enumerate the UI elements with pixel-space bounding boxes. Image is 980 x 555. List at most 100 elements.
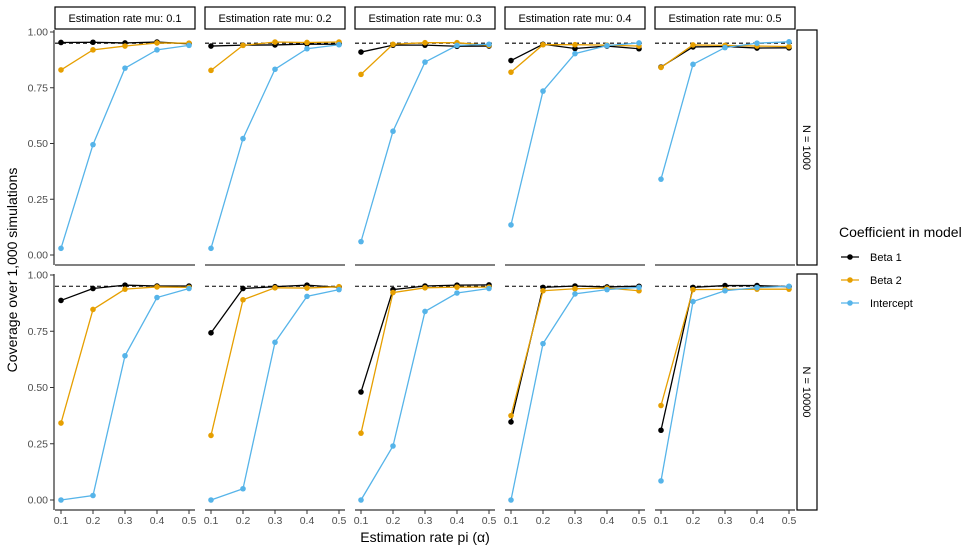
y-tick-label: 0.75 <box>28 82 49 94</box>
data-point-beta-2 <box>658 64 664 71</box>
data-point-intercept <box>336 286 342 293</box>
facet-strip-col-1 <box>54 6 196 30</box>
y-tick-label: 0.25 <box>28 438 49 450</box>
series-line-intercept <box>360 287 490 501</box>
x-tick-label: 0.4 <box>750 515 765 527</box>
data-point-intercept <box>572 291 578 297</box>
facet-strip-label: N = 10000 <box>800 366 812 417</box>
facet-strip-row-2 <box>796 273 818 511</box>
data-point-intercept <box>722 287 728 294</box>
legend-entry-label: Intercept <box>870 298 913 310</box>
data-point-intercept <box>486 285 492 292</box>
data-point-beta-2 <box>658 402 664 409</box>
data-point-intercept <box>122 352 128 359</box>
series-line-intercept <box>60 44 190 249</box>
data-point-intercept <box>272 66 278 73</box>
y-tick-label: 0.50 <box>28 382 49 394</box>
data-point-intercept <box>540 340 546 347</box>
data-point-beta-1 <box>722 282 728 289</box>
facet-strip-label: Estimation rate mu: 0.2 <box>218 13 331 25</box>
series-line-intercept <box>210 288 340 501</box>
data-point-intercept <box>722 44 728 51</box>
x-tick-label: 0.2 <box>386 515 401 527</box>
series-line-intercept <box>660 41 790 180</box>
data-point-beta-2 <box>358 430 364 436</box>
data-point-intercept <box>508 222 514 228</box>
legend-entry-label: Beta 2 <box>870 275 902 287</box>
y-tick-label: 0.00 <box>28 495 49 507</box>
data-point-beta-2 <box>58 67 64 73</box>
data-point-beta-2 <box>304 39 310 46</box>
data-point-beta-1 <box>658 427 664 434</box>
data-point-beta-2 <box>786 43 792 50</box>
facet-strip-label: Estimation rate mu: 0.3 <box>368 13 481 25</box>
data-point-beta-2 <box>390 41 396 48</box>
data-point-intercept <box>240 135 246 142</box>
series-line-beta-1 <box>660 284 790 431</box>
series-line-intercept <box>510 286 640 501</box>
series-line-intercept <box>660 285 790 481</box>
data-point-beta-2 <box>422 39 428 46</box>
data-point-beta-1 <box>508 57 514 64</box>
facet-strip-label: N = 1000 <box>800 125 812 170</box>
x-tick-label: 0.1 <box>504 515 519 527</box>
data-point-beta-2 <box>154 40 160 46</box>
x-tick-label: 0.3 <box>418 515 433 527</box>
series-line-intercept <box>510 42 640 226</box>
x-tick-label: 0.4 <box>600 515 615 527</box>
data-point-beta-2 <box>208 67 214 74</box>
data-point-beta-1 <box>358 49 364 55</box>
data-point-beta-2 <box>358 71 364 78</box>
data-point-intercept <box>604 42 610 49</box>
facet-strip-label: Estimation rate mu: 0.5 <box>668 13 781 25</box>
y-tick-label: 0.00 <box>28 250 49 262</box>
x-axis-title: Estimation rate pi (α) <box>360 529 489 545</box>
data-point-intercept <box>272 339 278 346</box>
series-line-intercept <box>360 43 490 242</box>
x-tick-label: 0.2 <box>236 515 251 527</box>
data-point-beta-2 <box>240 42 246 49</box>
data-point-intercept <box>58 245 64 252</box>
y-tick-label: 0.25 <box>28 194 49 206</box>
data-point-beta-1 <box>208 330 214 336</box>
data-point-intercept <box>572 50 578 57</box>
x-tick-label: 0.3 <box>718 515 733 527</box>
data-point-intercept <box>454 42 460 49</box>
data-point-beta-2 <box>272 39 278 45</box>
series-line-beta-1 <box>510 285 640 423</box>
data-point-beta-2 <box>540 287 546 294</box>
x-tick-label: 0.5 <box>182 515 197 527</box>
x-tick-label: 0.5 <box>632 515 647 527</box>
data-point-beta-2 <box>90 47 96 53</box>
data-point-beta-2 <box>540 41 546 48</box>
data-point-intercept <box>604 286 610 293</box>
data-point-beta-2 <box>508 412 514 419</box>
series-line-beta-2 <box>510 287 640 416</box>
data-point-intercept <box>186 42 192 49</box>
data-point-beta-2 <box>690 42 696 48</box>
y-tick-label: 0.50 <box>28 138 49 150</box>
data-point-beta-2 <box>572 41 578 48</box>
data-point-intercept <box>786 283 792 290</box>
data-point-beta-2 <box>690 286 696 293</box>
y-tick-label: 0.75 <box>28 326 49 338</box>
data-point-intercept <box>508 497 514 503</box>
data-point-intercept <box>304 45 310 52</box>
data-point-intercept <box>690 61 696 68</box>
series-line-beta-1 <box>210 284 340 334</box>
data-point-intercept <box>658 478 664 484</box>
facet-strip-col-2 <box>204 6 346 30</box>
facet-strip-row-1 <box>796 29 818 266</box>
data-point-intercept <box>304 293 310 300</box>
data-point-intercept <box>208 497 214 503</box>
legend-title: Coefficient in model <box>839 224 962 240</box>
data-point-beta-2 <box>390 289 396 296</box>
data-point-intercept <box>154 294 160 301</box>
x-tick-label: 0.5 <box>482 515 497 527</box>
data-point-beta-2 <box>508 69 514 75</box>
data-point-beta-2 <box>572 285 578 292</box>
y-tick-label: 1.00 <box>28 270 49 282</box>
data-point-beta-1 <box>58 297 64 304</box>
data-point-intercept <box>90 141 96 148</box>
data-point-intercept <box>208 245 214 252</box>
